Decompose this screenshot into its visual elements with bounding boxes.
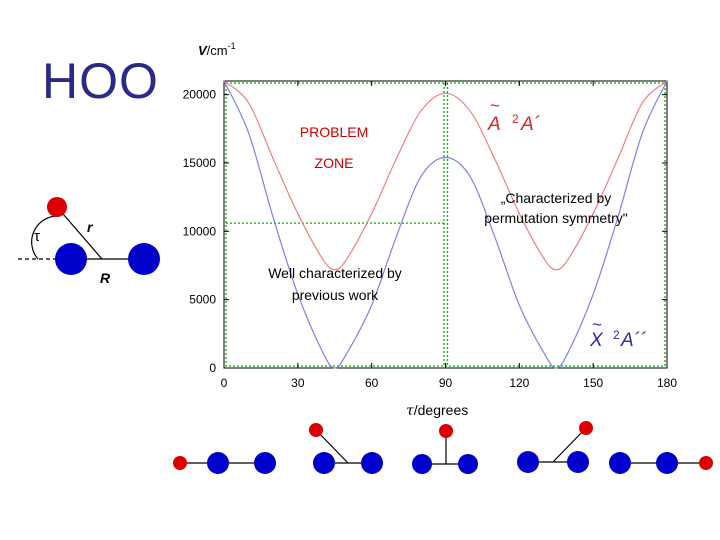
x-tick-label: 150	[583, 376, 603, 390]
problem-zone-line2: ZONE	[315, 155, 354, 171]
x-tick-label: 90	[439, 376, 453, 390]
x-axis-label-var: τ	[406, 403, 414, 419]
y-tick-label: 10000	[183, 224, 217, 238]
ground-state-label: ~ X 2 A´´	[589, 315, 647, 351]
atom-o-left	[55, 243, 87, 275]
excited-state-multiplicity: 2	[512, 112, 519, 126]
ground-state-letter: X	[589, 330, 604, 351]
excited-state-letter: A	[487, 114, 501, 135]
config-bent-135	[517, 421, 593, 473]
series-line-ground	[223, 80, 668, 369]
excited-state-symmetry: A´	[520, 114, 541, 135]
atom-o	[207, 452, 229, 474]
configurations-row	[173, 421, 713, 474]
x-tick-label: 60	[365, 376, 379, 390]
config-linear-h-left	[173, 452, 276, 474]
perm-symmetry-line2: permutation symmetry"	[484, 210, 627, 226]
label-r: r	[87, 219, 94, 235]
ground-state-multiplicity: 2	[613, 328, 620, 342]
ground-state-symmetry: A´´	[620, 330, 647, 351]
atom-o	[313, 452, 335, 474]
atom-o	[609, 452, 631, 474]
y-axis-label-exp: -1	[228, 41, 236, 51]
y-axis-label-var: V	[198, 43, 208, 58]
ground-state-tilde: ~	[592, 315, 602, 334]
label-tau: τ	[34, 228, 40, 245]
atom-o	[254, 452, 276, 474]
config-linear-h-right	[609, 452, 713, 474]
x-tick-label: 30	[291, 376, 305, 390]
atom-h	[173, 456, 187, 470]
atom-o	[458, 454, 478, 474]
label-R: R	[100, 270, 111, 286]
atom-h	[699, 456, 713, 470]
tau-arc	[31, 215, 58, 260]
atom-o	[412, 454, 432, 474]
y-axis-label: V/cm-1	[198, 41, 236, 58]
excited-state-tilde: ~	[490, 96, 500, 115]
x-tick-label: 180	[657, 376, 677, 390]
x-tick-label: 0	[221, 376, 228, 390]
atom-h	[439, 424, 453, 438]
y-tick-label: 5000	[189, 293, 216, 307]
atom-h	[47, 197, 67, 217]
axis-ticks: 0 30 60 90 120 150 180 0 5000 10000 15000 20000	[183, 81, 677, 390]
y-tick-label: 20000	[183, 88, 217, 102]
x-axis-label-rest: /degrees	[414, 402, 468, 418]
atom-o	[656, 452, 678, 474]
geometry-diagram: τ r R	[18, 197, 160, 286]
slide-title: HOO	[42, 53, 159, 109]
atom-o	[361, 452, 383, 474]
series-line-excited	[223, 80, 668, 271]
excited-state-label: ~ A 2 A´	[487, 96, 541, 135]
y-tick-label: 0	[209, 361, 216, 375]
atom-o	[567, 451, 589, 473]
config-t-shaped-90	[412, 424, 478, 474]
x-axis-label: τ/degrees	[406, 402, 468, 419]
bond-r	[56, 206, 103, 260]
previous-work-line2: previous work	[292, 287, 379, 303]
perm-symmetry-line1: „Characterized by	[501, 190, 612, 206]
atom-h	[579, 421, 593, 435]
y-tick-label: 15000	[183, 156, 217, 170]
previous-work-line1: Well characterized by	[268, 265, 402, 281]
series-group	[223, 80, 668, 369]
atom-h	[309, 423, 323, 437]
y-axis-label-unit: /cm	[207, 43, 228, 58]
x-tick-label: 120	[509, 376, 529, 390]
atom-o-right	[128, 243, 160, 275]
config-bent-45	[309, 423, 383, 474]
problem-zone-line1: PROBLEM	[300, 124, 368, 140]
atom-o	[517, 451, 539, 473]
